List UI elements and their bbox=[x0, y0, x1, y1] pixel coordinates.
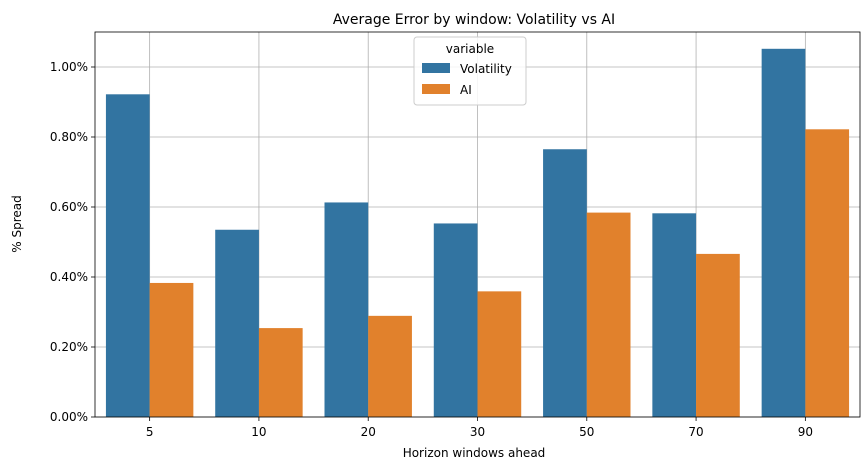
x-tick-label: 10 bbox=[251, 425, 266, 439]
x-tick-label: 30 bbox=[470, 425, 485, 439]
bar-ai-70 bbox=[696, 253, 740, 417]
legend-label-ai: AI bbox=[460, 83, 472, 97]
legend-swatch-volatility bbox=[422, 63, 450, 73]
x-axis-label: Horizon windows ahead bbox=[403, 446, 546, 460]
y-axis-label: % Spread bbox=[10, 195, 24, 252]
y-tick-label: 0.80% bbox=[50, 130, 88, 144]
bar-ai-10 bbox=[258, 328, 303, 417]
y-tick-label: 1.00% bbox=[50, 60, 88, 74]
legend: variable Volatility AI bbox=[413, 36, 527, 106]
x-tick-label: 50 bbox=[579, 425, 594, 439]
bars bbox=[105, 48, 850, 418]
bar-volatility-50 bbox=[543, 149, 587, 417]
y-axis: 0.00% 0.20% 0.40% 0.60% 0.80% 1.00% bbox=[50, 60, 95, 424]
legend-swatch-ai bbox=[422, 84, 450, 94]
bar-volatility-30 bbox=[433, 223, 478, 417]
bar-volatility-20 bbox=[324, 202, 369, 417]
bar-ai-90 bbox=[805, 129, 850, 418]
x-tick-label: 5 bbox=[146, 425, 154, 439]
bar-ai-5 bbox=[149, 282, 194, 417]
x-tick-label: 90 bbox=[798, 425, 813, 439]
bar-ai-50 bbox=[586, 212, 631, 417]
y-tick-label: 0.60% bbox=[50, 200, 88, 214]
x-tick-label: 70 bbox=[688, 425, 703, 439]
bar-volatility-90 bbox=[761, 48, 806, 418]
bar-volatility-10 bbox=[215, 229, 259, 417]
bar-ai-30 bbox=[477, 291, 522, 417]
y-tick-label: 0.20% bbox=[50, 340, 88, 354]
bar-volatility-70 bbox=[652, 213, 697, 417]
legend-label-volatility: Volatility bbox=[460, 62, 512, 76]
bar-volatility-5 bbox=[105, 94, 150, 418]
bar-ai-20 bbox=[368, 315, 412, 417]
y-tick-label: 0.00% bbox=[50, 410, 88, 424]
chart-title: Average Error by window: Volatility vs A… bbox=[333, 12, 615, 28]
legend-title: variable bbox=[446, 42, 494, 56]
y-tick-label: 0.40% bbox=[50, 270, 88, 284]
x-axis: 5 10 20 30 50 70 90 bbox=[146, 417, 813, 439]
x-tick-label: 20 bbox=[361, 425, 376, 439]
